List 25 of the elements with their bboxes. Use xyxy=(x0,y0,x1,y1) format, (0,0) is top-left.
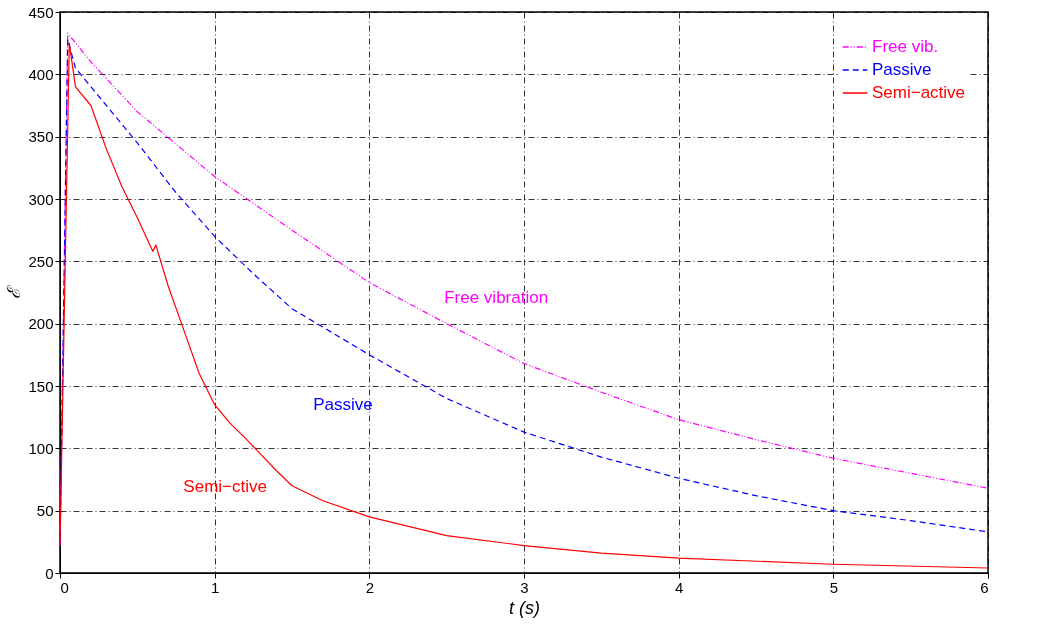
x-tick-label: 2 xyxy=(365,578,375,596)
legend-label: Semi−active xyxy=(872,83,966,102)
y-tick-label: 150 xyxy=(28,377,54,395)
legend-label: Free vib. xyxy=(872,37,939,56)
annotation: Semi−ctive xyxy=(183,476,267,496)
y-tick-label: 350 xyxy=(28,128,54,146)
legend-label: Passive xyxy=(872,60,932,79)
x-tick-label: 5 xyxy=(829,578,839,596)
y-tick-label: 50 xyxy=(36,502,54,520)
y-tick-label: 300 xyxy=(28,190,54,208)
y-tick-label: 250 xyxy=(28,252,54,270)
x-tick-label: 6 xyxy=(980,578,989,596)
y-tick-label: 200 xyxy=(28,315,54,333)
x-axis-title: t (s) xyxy=(509,597,540,618)
x-tick-label: 0 xyxy=(60,578,69,596)
x-tick-label: 4 xyxy=(674,578,684,596)
annotation: Passive xyxy=(313,394,373,414)
y-tick-label: 400 xyxy=(28,65,54,83)
x-tick-label: 1 xyxy=(210,578,220,596)
y-tick-label: 450 xyxy=(28,3,54,21)
y-tick-label: 100 xyxy=(28,439,54,457)
y-axis-title: ℰ xyxy=(4,284,25,299)
y-tick-label: 0 xyxy=(45,564,54,582)
x-tick-label: 3 xyxy=(520,578,529,596)
annotation: Free vibration xyxy=(444,288,549,308)
